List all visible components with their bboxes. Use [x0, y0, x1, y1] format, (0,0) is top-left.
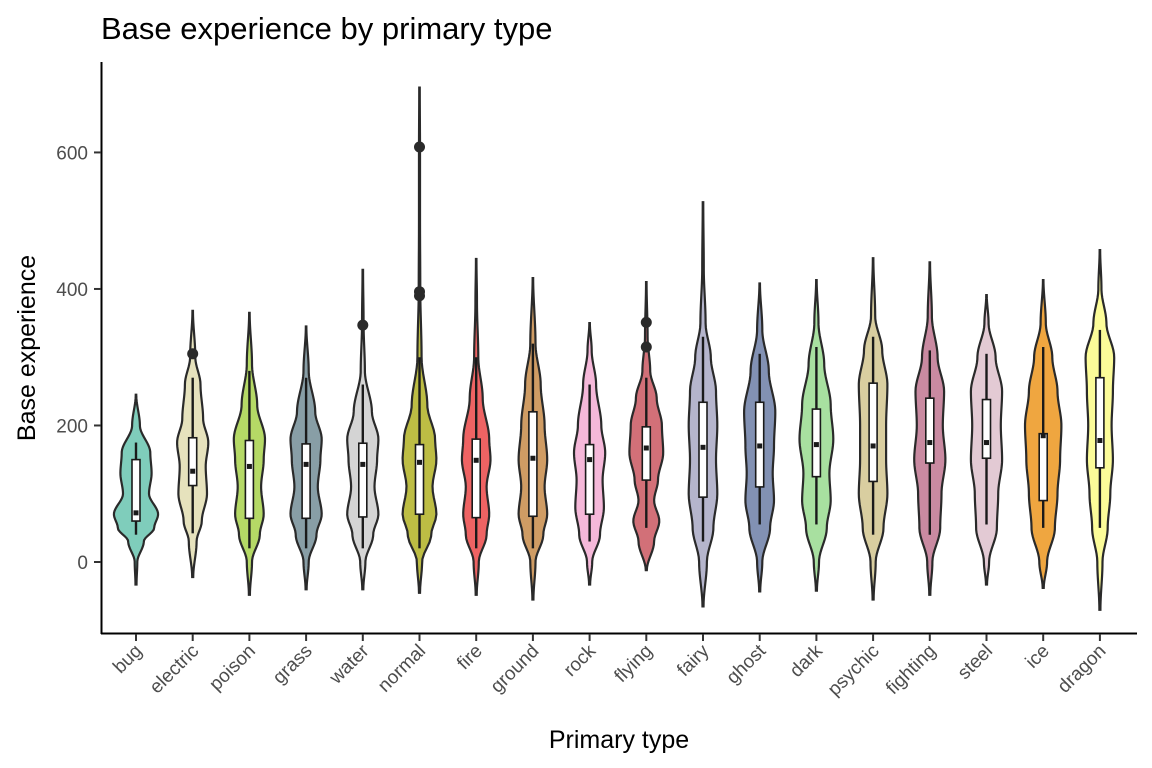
box-psychic [868, 382, 878, 483]
outlier-flying-0 [640, 316, 652, 328]
y-tick-label-0: 0 [77, 553, 88, 574]
y-axis: 0 200 400 600 [56, 143, 101, 574]
violin-group-water [346, 268, 380, 591]
box-water [357, 442, 368, 518]
box-grass [301, 443, 311, 520]
violin-group-fighting [913, 261, 947, 596]
x-tick-label-steel: steel [954, 641, 997, 684]
violin-group-psychic [857, 257, 889, 601]
x-tick-label-bug: bug [109, 641, 146, 678]
violin-group-ice [1023, 278, 1063, 590]
median-fire [473, 457, 479, 463]
median-bug [133, 510, 139, 516]
box-poison [244, 439, 255, 520]
x-tick-label-dark: dark [786, 640, 827, 681]
box-fighting [924, 397, 935, 464]
x-tick-label-ground: ground [487, 641, 544, 698]
x-tick-label-flying: flying [611, 641, 657, 687]
outlier-electric-0 [187, 348, 199, 360]
x-tick-label-poison: poison [205, 641, 259, 695]
chart-title: Base experience by primary type [101, 11, 552, 46]
violin-group-fairy [687, 201, 719, 608]
outlier-normal-2 [414, 290, 425, 302]
median-electric [190, 468, 196, 474]
x-tick-label-fire: fire [453, 641, 487, 675]
median-ground [530, 455, 536, 461]
median-grass [303, 461, 309, 467]
x-tick-label-fairy: fairy [673, 640, 714, 681]
median-steel [984, 440, 989, 446]
x-tick-label-water: water [325, 640, 374, 689]
box-rock [584, 443, 595, 516]
median-psychic [870, 443, 876, 449]
median-fighting [927, 440, 933, 446]
median-dark [813, 442, 819, 448]
median-ghost [757, 443, 763, 449]
box-ice [1038, 432, 1048, 502]
box-steel [981, 398, 992, 460]
x-axis-title: Primary type [549, 726, 689, 754]
violin-group-fire [460, 257, 492, 596]
median-flying [643, 445, 649, 451]
box-flying [641, 426, 652, 481]
violin-group-ground [517, 276, 549, 601]
y-tick-label-200: 200 [56, 416, 88, 437]
violin-group-grass [289, 325, 323, 591]
x-axis: bug electric poison grass water normal fire gro… [109, 634, 1110, 700]
box-ground [528, 411, 538, 518]
x-tick-label-electric: electric [146, 641, 203, 698]
box-electric [187, 436, 198, 487]
outlier-normal-0 [414, 141, 425, 153]
x-tick-label-fighting: fighting [882, 641, 940, 699]
y-axis-title: Base experience [13, 255, 41, 441]
violin-group-bug [112, 393, 160, 586]
y-tick-label-400: 400 [56, 280, 88, 301]
violin-group-flying [628, 281, 665, 572]
x-tick-label-ice: ice [1022, 641, 1054, 673]
violin-group-electric [176, 309, 210, 579]
violin-group-steel [969, 294, 1004, 586]
outlier-water-0 [357, 319, 369, 331]
x-tick-label-normal: normal [374, 641, 430, 697]
box-normal [414, 443, 425, 516]
violin-group-poison [232, 311, 267, 596]
box-fire [471, 438, 482, 519]
box-bug [131, 458, 141, 522]
x-tick-label-dragon: dragon [1054, 641, 1111, 698]
median-poison [246, 463, 252, 469]
outlier-flying-1 [640, 341, 652, 353]
violin-group-ghost [743, 282, 777, 593]
violin-group-dragon [1084, 248, 1116, 611]
box-dragon [1095, 376, 1105, 469]
median-dragon [1097, 437, 1103, 443]
x-tick-label-ghost: ghost [723, 640, 771, 688]
median-fairy [700, 444, 706, 450]
violin-group-dark [798, 278, 835, 592]
violin-group-rock [572, 321, 607, 586]
plot-area [112, 86, 1116, 611]
violin-normal [401, 86, 438, 594]
median-rock [587, 457, 593, 463]
violin-group-normal [401, 86, 438, 594]
median-ice [1040, 433, 1046, 439]
x-tick-label-rock: rock [560, 640, 601, 681]
x-tick-label-psychic: psychic [824, 641, 884, 701]
y-tick-label-600: 600 [56, 143, 88, 164]
median-water [360, 461, 366, 467]
median-normal [417, 459, 422, 465]
x-tick-label-grass: grass [269, 641, 317, 689]
